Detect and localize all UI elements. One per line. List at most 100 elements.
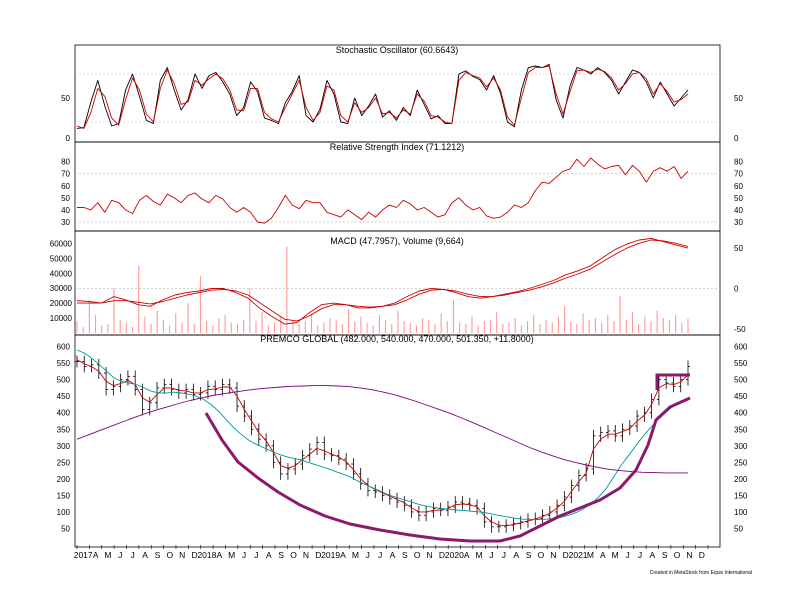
x-axis-label: M: [352, 550, 359, 560]
x-axis-label: J: [254, 550, 258, 560]
x-axis-label: O: [414, 550, 421, 560]
price-left-tick-600: 600: [57, 343, 71, 352]
grid-lines: [75, 73, 720, 289]
price-left-tick-550: 550: [57, 359, 71, 368]
x-axis-label: D: [439, 550, 445, 560]
macd-tick-0: 0: [734, 285, 739, 294]
price-right-tick-150: 150: [734, 491, 748, 500]
x-axis-label: O: [538, 550, 545, 560]
x-axis-label: J: [118, 550, 122, 560]
macd-line-2: [77, 239, 689, 322]
x-axis-label: J: [489, 550, 493, 560]
volume-tick-50000: 50000: [50, 254, 73, 263]
x-axis-label: D: [191, 550, 197, 560]
x-axis-label: M: [228, 550, 235, 560]
stochastic-line-2: [76, 65, 689, 129]
x-axis-label: 2020: [445, 550, 464, 560]
x-axis-label: A: [600, 550, 606, 560]
x-axis-label: M: [476, 550, 483, 560]
x-axis-label: S: [155, 550, 161, 560]
price-left-tick-200: 200: [57, 475, 71, 484]
price-right-tick-50: 50: [734, 524, 743, 533]
price-left-tick-250: 250: [57, 458, 71, 467]
x-axis-label: N: [303, 550, 309, 560]
macd-tick--50: -50: [734, 325, 746, 334]
x-axis-label: A: [340, 550, 346, 560]
stochastic-left-tick-50: 50: [61, 94, 70, 103]
x-axis-label: O: [290, 550, 297, 560]
x-axis-label: 2021: [569, 550, 588, 560]
volume-tick-40000: 40000: [50, 269, 73, 278]
x-axis-label: A: [266, 550, 272, 560]
x-axis-label: J: [502, 550, 506, 560]
stochastic-title: Stochastic Oscillator (60.6643): [336, 45, 459, 55]
price-left-tick-400: 400: [57, 409, 71, 418]
x-axis-label: 2019: [321, 550, 340, 560]
stochastic-right-tick-50: 50: [734, 94, 743, 103]
rsi-right-tick-60: 60: [734, 182, 743, 191]
x-axis-label: S: [526, 550, 532, 560]
price-left-tick-50: 50: [61, 524, 70, 533]
x-axis-label: J: [242, 550, 246, 560]
footer-credit: Created in MetaStock from Equis Internat…: [650, 570, 752, 576]
x-axis-label: S: [278, 550, 284, 560]
rsi-panel: [74, 141, 721, 232]
x-axis-label: D: [315, 550, 321, 560]
volume-tick-30000: 30000: [50, 284, 73, 293]
price-panel: [74, 334, 721, 548]
x-axis-label: D: [563, 550, 569, 560]
x-axis-label: M: [587, 550, 594, 560]
macd-tick-50: 50: [734, 244, 743, 253]
x-axis-label: O: [166, 550, 173, 560]
price-left-tick-450: 450: [57, 392, 71, 401]
price-right-tick-400: 400: [734, 409, 748, 418]
x-axis-label: J: [366, 550, 370, 560]
stochastic-left-tick-0: 0: [66, 134, 71, 143]
volume-tick-60000: 60000: [50, 239, 73, 248]
rsi-left-tick-80: 80: [61, 158, 70, 167]
trend-handle-top: [655, 373, 690, 390]
stochastic-panel: [74, 44, 721, 143]
x-axis-label: A: [464, 550, 470, 560]
volume-tick-10000: 10000: [50, 314, 73, 323]
price-right-tick-600: 600: [734, 343, 748, 352]
chart-marks: [75, 63, 690, 533]
price-title: PREMCO GLOBAL (482.000, 540.000, 470.000…: [260, 334, 533, 344]
rsi-left-tick-40: 40: [61, 206, 70, 215]
x-axis-label: N: [427, 550, 433, 560]
rsi-left-tick-50: 50: [61, 194, 70, 203]
x-axis-label: S: [662, 550, 668, 560]
macd-volume-title: MACD (47.7957), Volume (9,664): [330, 236, 464, 246]
x-axis-label: J: [131, 550, 135, 560]
x-axis-label: M: [612, 550, 619, 560]
rsi-title: Relative Strength Index (71.1212): [330, 142, 465, 152]
rsi-right-tick-80: 80: [734, 158, 743, 167]
x-axis-label: A: [216, 550, 222, 560]
rsi-left-tick-30: 30: [61, 218, 70, 227]
trend-annotation: [204, 373, 691, 543]
x-axis-label: A: [93, 550, 99, 560]
price-right-tick-200: 200: [734, 475, 748, 484]
x-axis-label: M: [104, 550, 111, 560]
price-left-tick-150: 150: [57, 491, 71, 500]
volume-tick-20000: 20000: [50, 299, 73, 308]
x-axis-label: 2018: [197, 550, 216, 560]
x-axis-label: N: [179, 550, 185, 560]
price-left-tick-300: 300: [57, 442, 71, 451]
price-right-tick-350: 350: [734, 425, 748, 434]
price-right-tick-300: 300: [734, 442, 748, 451]
price-long-ma: [76, 385, 688, 474]
x-axis-label: 2017: [74, 550, 93, 560]
price-right-tick-100: 100: [734, 508, 748, 517]
x-axis-label: J: [625, 550, 629, 560]
x-axis-label: S: [402, 550, 408, 560]
price-left-tick-500: 500: [57, 376, 71, 385]
rsi-right-tick-40: 40: [734, 206, 743, 215]
price-right-tick-500: 500: [734, 376, 748, 385]
trend-cup-curve: [204, 396, 691, 543]
x-axis-label: A: [649, 550, 655, 560]
x-axis-label: A: [142, 550, 148, 560]
x-axis-label: A: [390, 550, 396, 560]
price-right-tick-250: 250: [734, 458, 748, 467]
